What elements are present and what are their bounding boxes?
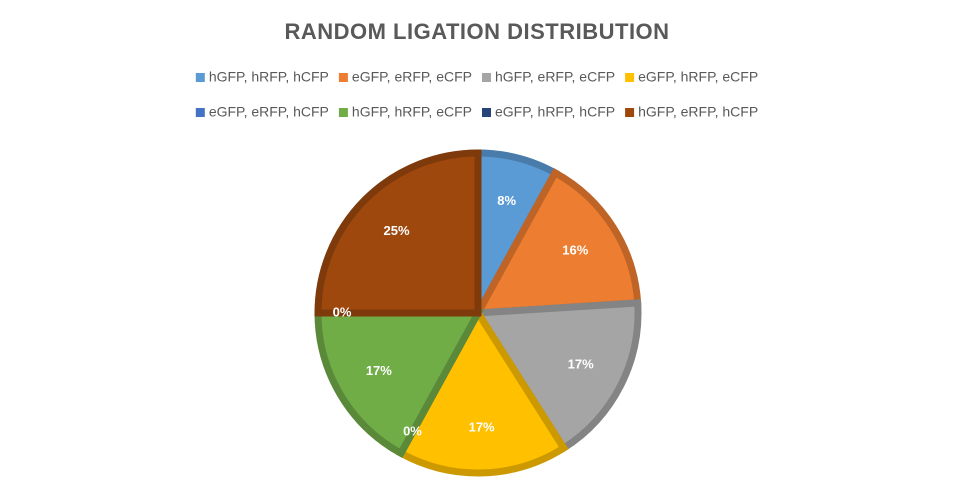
- legend-swatch: [625, 108, 635, 117]
- legend-row: eGFP, eRFP, hCFP hGFP, hRFP, eCFP eGFP, hR…: [195, 104, 758, 120]
- legend-swatch: [195, 73, 205, 82]
- legend-swatch: [482, 73, 491, 82]
- data-label: 16%: [562, 243, 588, 258]
- data-label: 0%: [403, 424, 422, 439]
- legend-swatch: [338, 73, 348, 82]
- legend-swatch: [625, 73, 635, 82]
- data-label: 17%: [469, 420, 495, 435]
- chart-title: RANDOM LIGATION DISTRIBUTION: [284, 19, 669, 44]
- pie-slice: [471, 299, 642, 453]
- legend-label: eGFP, eRFP, hCFP: [209, 104, 329, 120]
- legend-label: hGFP, hRFP, hCFP: [209, 69, 329, 85]
- data-label: 17%: [366, 363, 392, 378]
- legend-swatch: [482, 108, 491, 117]
- legend-label: hGFP, eRFP, eCFP: [495, 69, 615, 85]
- data-label: 8%: [497, 193, 516, 208]
- legend-label: hGFP, eRFP, hCFP: [638, 104, 758, 120]
- legend-swatch: [338, 108, 348, 117]
- data-label: 0%: [333, 304, 352, 319]
- legend-label: eGFP, hRFP, hCFP: [495, 104, 615, 120]
- pie-slice: [396, 306, 569, 477]
- pie-slice: [314, 309, 484, 458]
- data-label: 25%: [384, 223, 410, 238]
- legend-label: eGFP, hRFP, eCFP: [638, 69, 758, 85]
- pie-slice: [471, 168, 642, 317]
- legend-label: eGFP, eRFP, eCFP: [352, 69, 472, 85]
- legend-swatch: [195, 108, 205, 117]
- data-label: 17%: [568, 357, 594, 372]
- legend-row: hGFP, hRFP, hCFP eGFP, eRFP, eCFP hGFP, eR…: [195, 69, 758, 85]
- legend-label: hGFP, hRFP, eCFP: [352, 104, 472, 120]
- pie-slice: [314, 149, 482, 317]
